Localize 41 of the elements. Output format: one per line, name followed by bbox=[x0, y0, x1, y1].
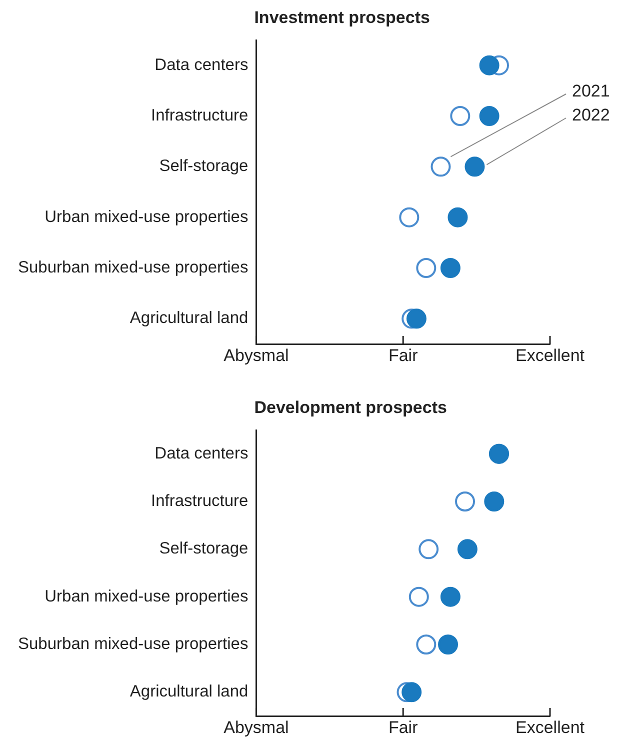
point bbox=[440, 586, 460, 607]
point bbox=[406, 308, 426, 329]
text: Fair bbox=[388, 718, 418, 738]
point bbox=[408, 586, 429, 607]
y-tick-label: Urban mixed-use properties bbox=[44, 587, 248, 606]
point bbox=[418, 539, 439, 560]
chart-title: Development prospects bbox=[254, 398, 447, 417]
point bbox=[464, 156, 485, 177]
y-tick-label: Infrastructure bbox=[150, 106, 248, 125]
y-tick-label: Urban mixed-use properties bbox=[44, 208, 248, 226]
point bbox=[430, 156, 451, 177]
point bbox=[399, 207, 420, 228]
chart-title: Investment prospects bbox=[254, 8, 430, 27]
point bbox=[450, 106, 470, 126]
y-tick-label: Agricultural land bbox=[130, 682, 248, 701]
text: 2021 bbox=[572, 82, 610, 101]
text: Abysmal bbox=[224, 346, 289, 366]
point bbox=[479, 106, 500, 126]
point bbox=[455, 492, 476, 512]
point bbox=[448, 207, 468, 228]
text: Abysmal bbox=[224, 718, 289, 738]
y-tick-label: Self-storage bbox=[159, 540, 248, 558]
y-tick-label: Data centers bbox=[154, 444, 248, 462]
y-tick-label: Self-storage bbox=[159, 157, 248, 176]
text: Excellent bbox=[516, 718, 585, 738]
y-tick-label: Suburban mixed-use properties bbox=[18, 635, 248, 654]
y-tick-label: Data centers bbox=[154, 56, 248, 74]
point bbox=[457, 539, 478, 560]
point bbox=[479, 55, 500, 76]
point bbox=[438, 634, 458, 654]
text: Excellent bbox=[516, 346, 585, 366]
point bbox=[484, 492, 504, 512]
text: Fair bbox=[388, 346, 418, 366]
point bbox=[402, 682, 422, 702]
point bbox=[440, 258, 460, 278]
point bbox=[416, 258, 436, 278]
y-tick-label: Infrastructure bbox=[150, 492, 248, 510]
point bbox=[416, 634, 436, 654]
text: 2022 bbox=[572, 106, 610, 125]
y-tick-label: Agricultural land bbox=[130, 309, 248, 328]
y-tick-label: Suburban mixed-use properties bbox=[18, 258, 248, 277]
